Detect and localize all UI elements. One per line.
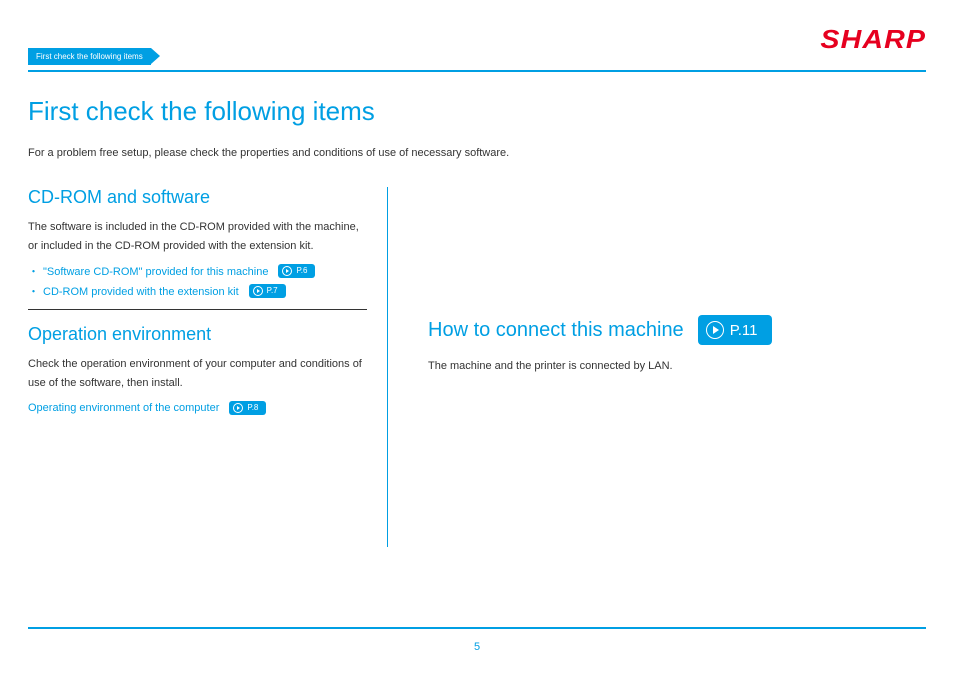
play-icon bbox=[706, 321, 724, 339]
page-title: First check the following items bbox=[28, 96, 926, 127]
left-column: CD-ROM and software The software is incl… bbox=[28, 187, 388, 547]
page-badge-p7[interactable]: P.7 bbox=[249, 284, 286, 298]
cdrom-text: The software is included in the CD-ROM p… bbox=[28, 218, 367, 255]
page-ref: P.11 bbox=[730, 323, 758, 338]
breadcrumb[interactable]: First check the following items bbox=[28, 48, 151, 65]
brand-logo: SHARP bbox=[820, 24, 926, 55]
cdrom-link-2[interactable]: ・CD-ROM provided with the extension kit … bbox=[28, 283, 367, 299]
page-number: 5 bbox=[0, 641, 954, 653]
divider-top bbox=[28, 70, 926, 72]
page-badge-p8[interactable]: P.8 bbox=[229, 401, 266, 415]
cdrom-link-1[interactable]: ・"Software CD-ROM" provided for this mac… bbox=[28, 263, 367, 279]
right-column: How to connect this machine P.11 The mac… bbox=[428, 187, 926, 547]
page-ref: P.7 bbox=[267, 287, 278, 295]
openv-title: Operation environment bbox=[28, 324, 367, 345]
play-icon bbox=[233, 403, 243, 413]
divider-bottom bbox=[28, 627, 926, 629]
openv-link[interactable]: Operating environment of the computer P.… bbox=[28, 401, 367, 415]
play-icon bbox=[253, 286, 263, 296]
link-label: ・CD-ROM provided with the extension kit bbox=[28, 283, 239, 299]
section-divider bbox=[28, 309, 367, 310]
page-ref: P.8 bbox=[247, 404, 258, 412]
link-label: Operating environment of the computer bbox=[28, 402, 219, 414]
openv-text: Check the operation environment of your … bbox=[28, 355, 367, 392]
connect-text: The machine and the printer is connected… bbox=[428, 357, 926, 376]
page-badge-p6[interactable]: P.6 bbox=[278, 264, 315, 278]
page-ref: P.6 bbox=[296, 267, 307, 275]
play-icon bbox=[282, 266, 292, 276]
link-label: ・"Software CD-ROM" provided for this mac… bbox=[28, 263, 268, 279]
intro-text: For a problem free setup, please check t… bbox=[28, 147, 926, 159]
page-badge-p11[interactable]: P.11 bbox=[698, 315, 772, 345]
cdrom-title: CD-ROM and software bbox=[28, 187, 367, 208]
connect-title: How to connect this machine bbox=[428, 319, 684, 342]
